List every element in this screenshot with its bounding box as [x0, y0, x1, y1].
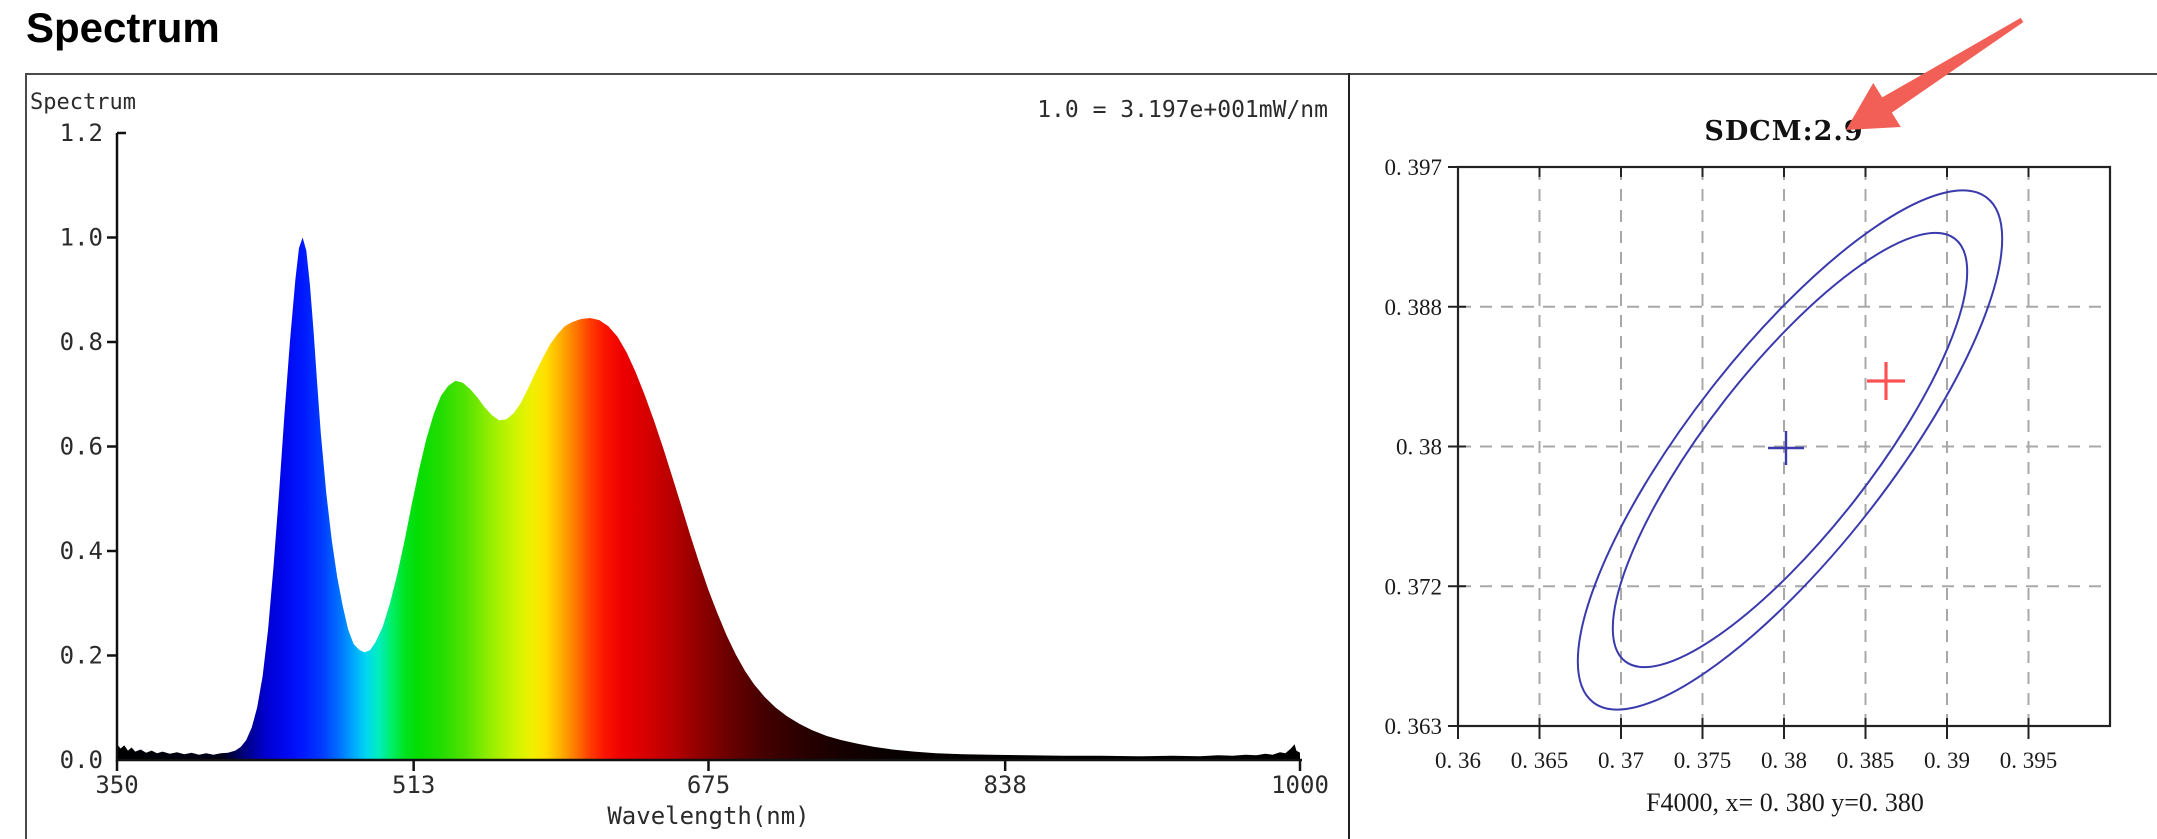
left-border-line: [25, 73, 27, 839]
spectrum-x-tick-label: 1000: [1271, 771, 1329, 799]
inner-sdcm-ellipse: [1611, 231, 1969, 669]
cie-y-tick-label: 0. 38: [1396, 435, 1442, 460]
cie-x-tick-label: 0. 375: [1674, 748, 1732, 773]
red-annotation-arrow: [1846, 17, 2024, 130]
spectrum-scale-note: 1.0 = 3.197e+001mW/nm: [1037, 97, 1328, 123]
spectrum-x-tick-label: 838: [983, 771, 1026, 799]
spectrum-corner-label: Spectrum: [30, 90, 136, 115]
outer-sdcm-ellipse: [1576, 189, 2004, 711]
spectrum-y-tick-label: 0.4: [60, 537, 103, 565]
spectrum-area: [117, 237, 1300, 760]
top-rule-line: [25, 73, 2157, 75]
spectrum-y-tick-label: 1.0: [60, 224, 103, 252]
cie-y-tick-label: 0. 397: [1385, 155, 1443, 180]
cie-x-tick-label: 0. 38: [1761, 748, 1807, 773]
cie-x-tick-label: 0. 385: [1837, 748, 1895, 773]
cie-caption: F4000, x= 0. 380 y=0. 380: [1646, 788, 1924, 817]
cie-x-tick-label: 0. 36: [1435, 748, 1481, 773]
spectrum-x-tick-label: 513: [392, 771, 435, 799]
sdcm-title: SDCM:2.9: [1704, 116, 1864, 147]
cie-x-tick-label: 0. 365: [1511, 748, 1569, 773]
spectrum-x-tick-label: 350: [95, 771, 138, 799]
cie-y-tick-label: 0. 372: [1385, 574, 1443, 599]
panel-divider-line: [1348, 73, 1350, 839]
cie-x-tick-label: 0. 39: [1924, 748, 1970, 773]
page-title: Spectrum: [26, 4, 220, 51]
spectrum-y-tick-label: 0.0: [60, 746, 103, 774]
spectrum-x-axis-title: Wavelength(nm): [607, 802, 810, 830]
spectrum-y-tick-label: 0.6: [60, 433, 103, 461]
cie-x-tick-label: 0. 395: [2000, 748, 2058, 773]
spectrum-x-tick-label: 675: [687, 771, 730, 799]
spectrum-y-tick-label: 0.2: [60, 642, 103, 670]
cie-x-tick-label: 0. 37: [1598, 748, 1644, 773]
cie-y-tick-label: 0. 363: [1385, 714, 1443, 739]
spectrum-y-tick-label: 0.8: [60, 328, 103, 356]
cie-y-tick-label: 0. 388: [1385, 295, 1443, 320]
spectrum-y-tick-label: 1.2: [60, 119, 103, 147]
